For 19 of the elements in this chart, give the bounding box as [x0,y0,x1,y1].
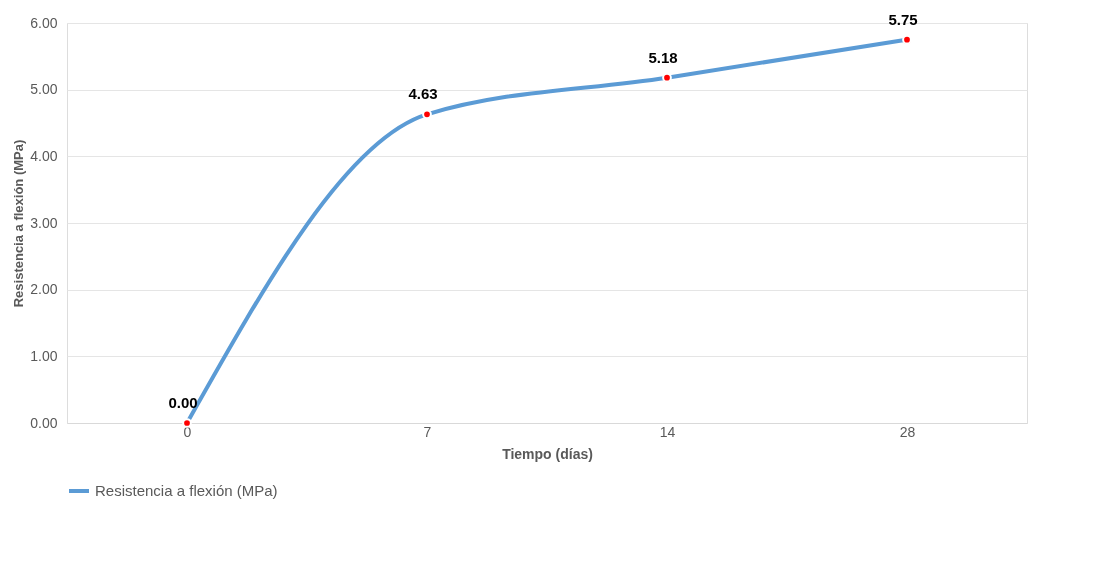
x-axis-title: Tiempo (días) [502,445,593,462]
x-tick-label: 7 [423,423,432,440]
y-tick-label: 3.00 [30,214,58,231]
point [182,418,192,428]
y-tick-label: 0.00 [30,414,58,431]
y-tick-label: 6.00 [30,14,58,31]
y-tick-label: 4.00 [30,147,58,164]
x-tick-label: 0 [183,423,192,440]
legend-label: Resistencia a flexión (MPa) [95,482,278,499]
y-tick-label: 5.00 [30,81,58,98]
text: 5.18 [648,48,678,66]
x-tick-label: 14 [659,423,676,440]
x-tick-label: 28 [899,423,916,440]
text: 4.63 [408,85,438,103]
y-axis-title: Resistencia a flexión (MPa) [11,139,27,308]
text: 0.00 [168,394,198,411]
text: 5.75 [888,10,918,28]
y-tick-label: 1.00 [30,347,58,364]
y-tick-label: 2.00 [30,281,58,298]
